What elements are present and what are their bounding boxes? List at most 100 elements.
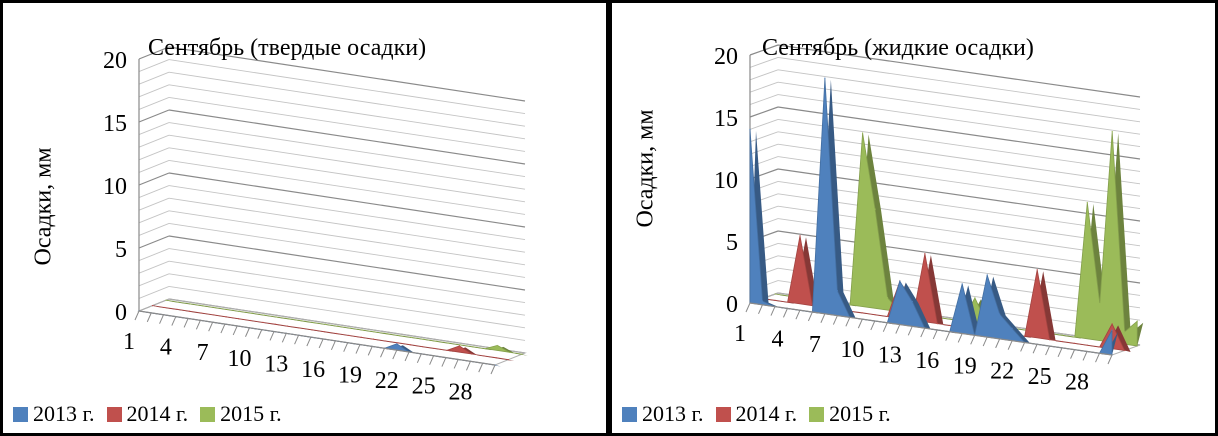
gridline [138, 159, 170, 173]
data-point [1024, 329, 1026, 331]
gridline [749, 168, 779, 180]
data-point [1086, 201, 1088, 204]
data-point [849, 304, 851, 306]
legend-label: 2015 г. [829, 401, 891, 426]
x-tick [1095, 353, 1100, 363]
x-tick [1007, 340, 1013, 350]
gridline [138, 273, 170, 287]
gridline [777, 118, 1141, 172]
x-tick [306, 336, 312, 347]
gridline [168, 185, 526, 241]
data-point [861, 132, 864, 134]
x-tick [232, 325, 238, 336]
data-point [214, 307, 216, 309]
y-tick-label: 10 [714, 168, 738, 194]
gridline [777, 94, 1141, 148]
data-point [251, 312, 253, 314]
legend-swatch [715, 407, 731, 422]
data-point [324, 323, 327, 326]
data-point [507, 359, 510, 361]
y-tick-label: 15 [103, 111, 127, 137]
chart-liquid-precipitation: 0 5 10 15 20 1 4 7 10 13 16 19 22 25 28 [714, 44, 1144, 395]
x-tick [416, 353, 422, 364]
data-point [774, 299, 776, 301]
x-tick [795, 309, 801, 320]
data-point [1099, 302, 1101, 305]
x-tick [134, 310, 140, 321]
data-point [1111, 131, 1113, 133]
y-axis-label: Осадки, мм [632, 109, 659, 228]
x-tick-label: 1 [123, 329, 135, 355]
y-tick-label: 10 [103, 174, 127, 200]
gridline [777, 69, 1141, 123]
data-point [496, 344, 499, 347]
data-point [1061, 334, 1063, 336]
x-tick [970, 335, 976, 345]
x-tick [957, 333, 963, 343]
x-tick [183, 318, 189, 328]
data-point [1099, 346, 1101, 348]
x-tick [807, 311, 813, 322]
data-point [949, 318, 951, 320]
x-tick [355, 344, 361, 354]
gridline [168, 248, 526, 304]
data-point [1074, 336, 1076, 338]
gridline [777, 131, 1141, 185]
data-point [886, 297, 889, 299]
gridline [168, 147, 526, 203]
data-point [471, 353, 473, 355]
data-point [509, 351, 511, 353]
data-point [360, 336, 362, 338]
x-tick [945, 331, 951, 341]
gridline [168, 109, 526, 165]
x-tick [907, 326, 913, 336]
x-tick-label: 7 [197, 340, 209, 366]
gridline [168, 273, 526, 329]
gridline [138, 285, 170, 299]
data-point [1086, 344, 1088, 346]
data-point [202, 305, 204, 307]
x-tick [782, 308, 788, 318]
y-axis-label: Осадки, мм [30, 147, 57, 266]
data-point [1011, 327, 1013, 329]
y-tick-label: 15 [714, 106, 738, 132]
data-point [911, 300, 913, 303]
x-tick [1070, 349, 1076, 359]
x-tick [281, 333, 287, 343]
x-tick [758, 304, 763, 314]
legend-label: 2013 г. [33, 401, 95, 426]
x-tick [146, 312, 152, 323]
data-point [1061, 340, 1063, 343]
legend-item: 2014 г. [106, 401, 188, 427]
data-point [495, 357, 497, 359]
chart-title: Сентябрь (твердые осадки) [148, 35, 427, 61]
x-tick [490, 364, 496, 375]
gridline [138, 122, 170, 136]
gridline [777, 180, 1141, 234]
x-tick [1045, 345, 1051, 356]
gridline [138, 222, 170, 236]
data-point [423, 338, 425, 340]
gridline [138, 210, 170, 224]
data-point [1111, 329, 1113, 331]
y-tick-label: 0 [115, 300, 127, 326]
gridline [138, 59, 170, 73]
data-point [398, 334, 400, 337]
data-point [274, 323, 276, 325]
data-point [472, 346, 474, 348]
x-tick [245, 327, 250, 337]
gridline [138, 109, 170, 123]
x-axis: 1 4 7 10 13 16 19 22 25 28 [734, 302, 1113, 395]
legend-swatch [106, 407, 122, 422]
data-point [460, 344, 462, 346]
x-tick-label: 19 [338, 363, 362, 389]
x-tick-label: 7 [809, 332, 821, 358]
gridline [749, 143, 779, 155]
gridline [138, 71, 170, 85]
gridline [777, 106, 1141, 160]
gridline [749, 94, 779, 106]
x-tick [429, 355, 435, 365]
data-point [1049, 339, 1051, 341]
data-point [288, 318, 290, 320]
gridline [138, 185, 170, 199]
